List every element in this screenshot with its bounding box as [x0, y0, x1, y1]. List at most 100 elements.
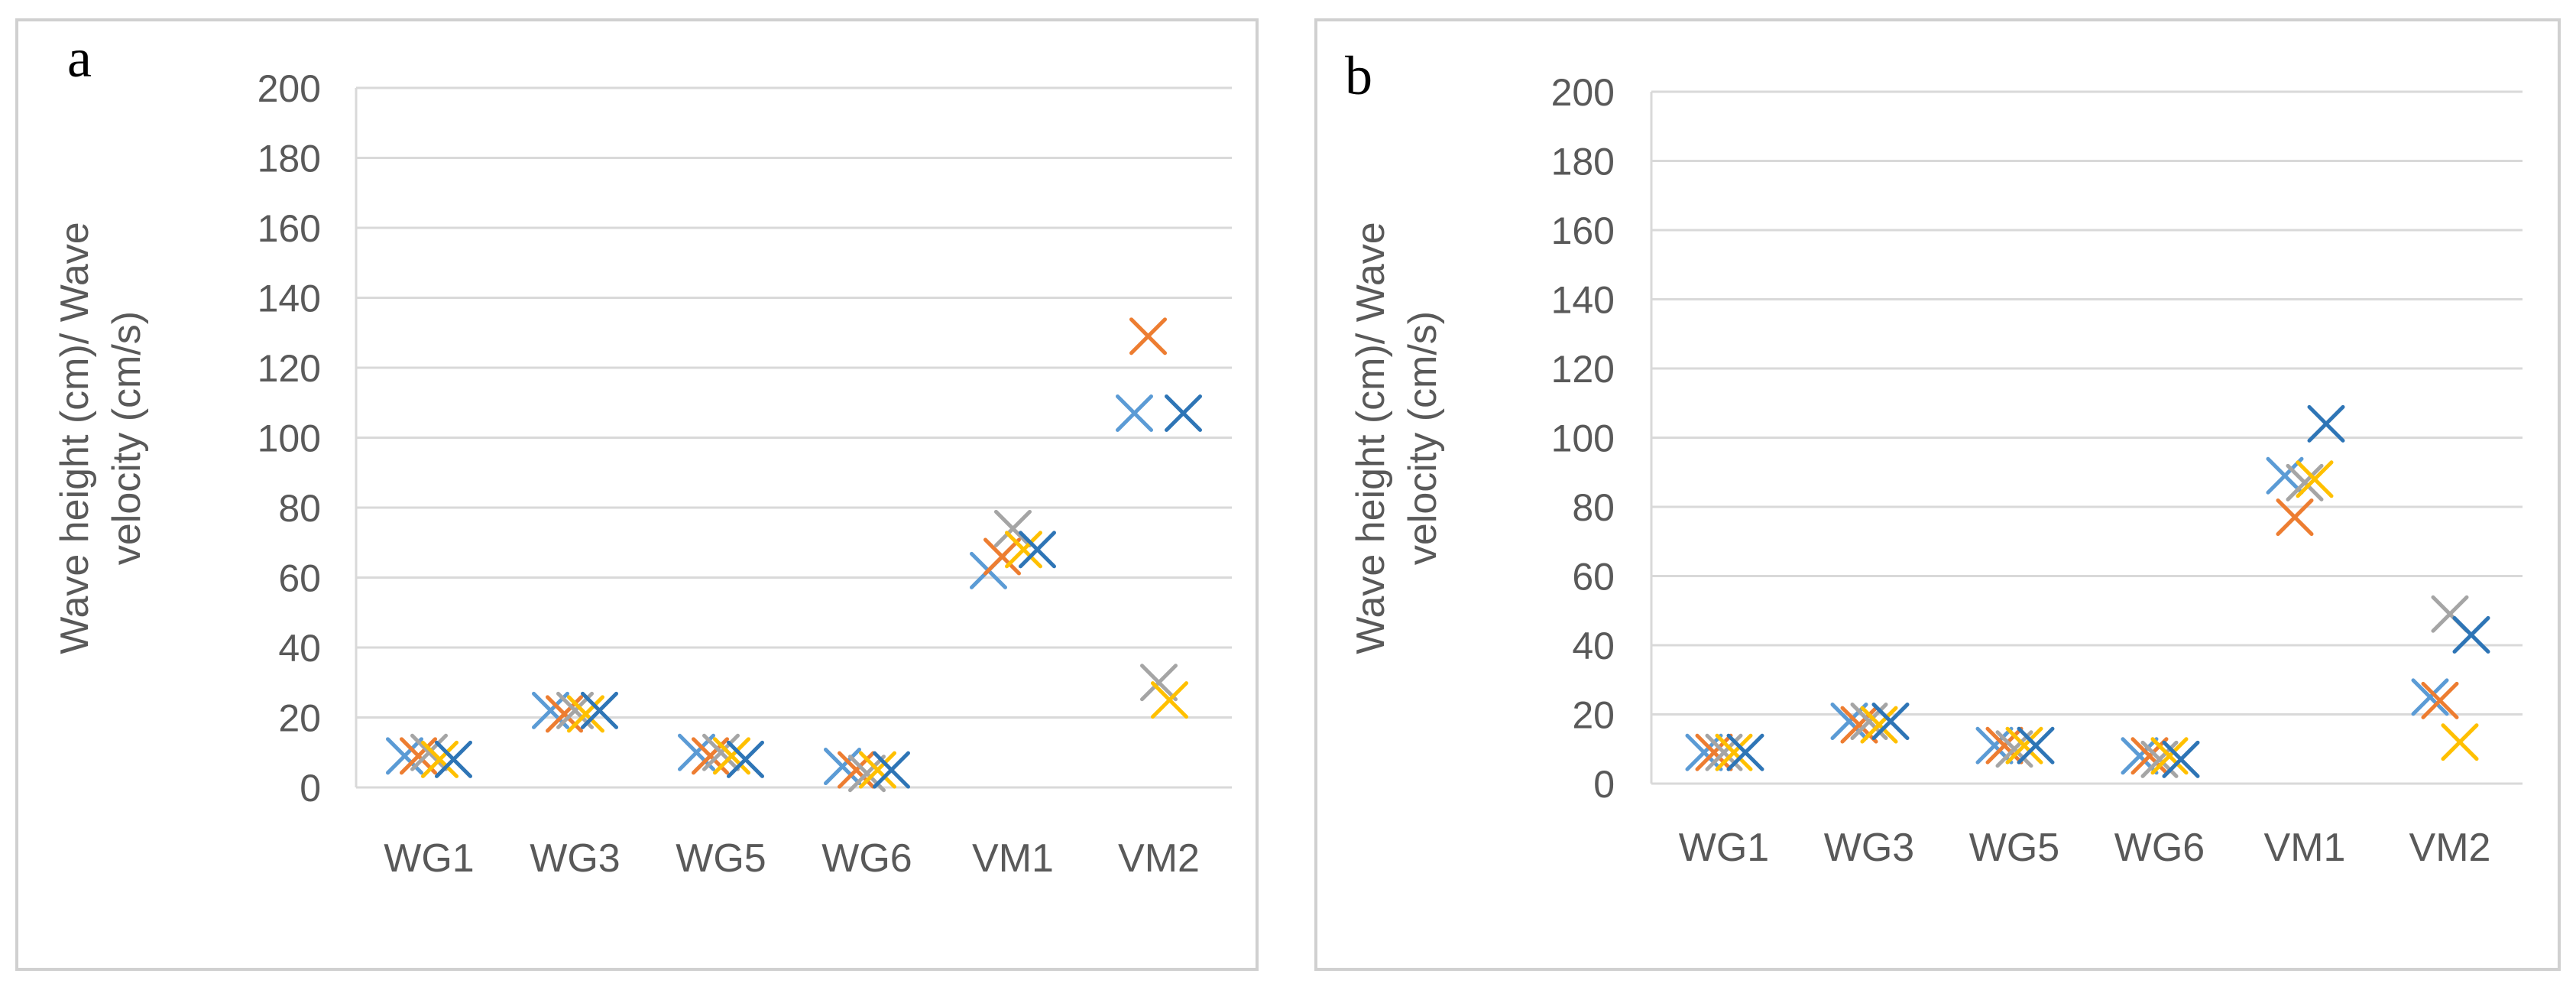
y-axis-label-line: Wave height (cm)/ Wave: [53, 222, 97, 654]
y-tick-label: 140: [1551, 279, 1615, 322]
data-point-marker: [2005, 726, 2043, 764]
marker-stroke: [2286, 463, 2324, 501]
y-axis-label-line: velocity (cm/s): [105, 311, 149, 565]
y-axis-label-line: velocity (cm/s): [1401, 311, 1445, 565]
y-tick-label: 180: [258, 138, 321, 180]
y-tick-label: 60: [1572, 556, 1615, 599]
marker-stroke: [2162, 740, 2200, 778]
data-point-marker: [2286, 463, 2324, 501]
marker-stroke: [1165, 394, 1202, 432]
marker-stroke: [2421, 681, 2459, 719]
y-tick-label: 20: [1572, 694, 1615, 737]
data-point-marker: [2441, 723, 2479, 761]
y-tick-label: 120: [1551, 348, 1615, 391]
marker-stroke: [1151, 681, 1188, 719]
y-tick-label: 0: [1593, 763, 1615, 806]
x-tick-label: VM2: [2409, 826, 2491, 870]
marker-stroke: [2441, 723, 2479, 761]
y-tick-label: 0: [300, 767, 321, 810]
marker-stroke: [2150, 737, 2189, 775]
data-point-marker: [435, 740, 472, 778]
marker-stroke: [727, 740, 764, 778]
data-point-marker: [2296, 460, 2334, 498]
x-tick-label: WG1: [384, 836, 474, 881]
data-point-marker: [1860, 706, 1898, 744]
data-point-marker: [2162, 740, 2200, 778]
data-point-marker: [702, 733, 740, 771]
marker-stroke: [1116, 394, 1153, 432]
x-tick-label: WG1: [1679, 826, 1769, 870]
marker-stroke: [400, 737, 437, 775]
y-tick-label: 40: [278, 627, 321, 670]
marker-stroke: [1726, 733, 1764, 771]
marker-stroke: [421, 740, 458, 778]
marker-stroke: [1860, 706, 1898, 744]
y-tick-label: 180: [1551, 141, 1615, 183]
data-point-marker: [983, 537, 1021, 576]
marker-stroke: [2017, 726, 2055, 764]
data-point-marker: [421, 740, 458, 778]
marker-stroke: [2276, 498, 2314, 537]
y-axis-label-line: Wave height (cm)/ Wave: [1349, 222, 1393, 654]
data-point-marker: [2150, 737, 2189, 775]
y-tick-label: 60: [278, 557, 321, 600]
data-point-marker: [1715, 733, 1753, 771]
data-point-marker: [1129, 317, 1167, 355]
data-point-marker: [2017, 726, 2055, 764]
data-point-marker: [1165, 394, 1202, 432]
x-tick-label: VM1: [972, 836, 1054, 881]
marker-stroke: [702, 733, 740, 771]
y-axis-label: Wave height (cm)/ Wave velocity (cm/s): [1349, 222, 1445, 654]
marker-stroke: [410, 733, 448, 771]
marker-stroke: [386, 737, 423, 775]
data-point-marker: [581, 691, 618, 729]
marker-stroke: [1871, 703, 1910, 741]
data-point-marker: [1140, 664, 1178, 702]
data-point-marker: [2421, 681, 2459, 719]
chart-frame: [1314, 18, 2561, 971]
marker-stroke: [994, 509, 1032, 547]
data-point-marker: [1116, 394, 1153, 432]
x-tick-label: WG3: [530, 836, 620, 881]
data-point-marker: [567, 695, 604, 733]
data-point-marker: [713, 737, 750, 775]
marker-stroke: [713, 737, 750, 775]
marker-stroke: [824, 748, 861, 786]
x-tick-label: WG3: [1824, 826, 1914, 870]
marker-stroke: [1975, 726, 2014, 764]
data-point-marker: [1871, 703, 1910, 741]
data-point-marker: [2266, 456, 2304, 495]
marker-stroke: [1019, 531, 1056, 569]
marker-stroke: [2266, 456, 2304, 495]
marker-stroke: [1129, 317, 1167, 355]
data-point-marker: [2411, 678, 2449, 716]
y-tick-label: 100: [258, 417, 321, 460]
panel-letter: a: [67, 28, 92, 89]
data-point-marker: [727, 740, 764, 778]
chart-panel-a: a 0 20 40 60 80 100 120 140 160 180 200 WG1 WG3 WG5 WG6…: [15, 18, 1259, 971]
x-tick-label: WG6: [821, 836, 912, 881]
data-point-marker: [873, 751, 910, 789]
marker-stroke: [1715, 733, 1753, 771]
marker-stroke: [2411, 678, 2449, 716]
data-point-marker: [2276, 498, 2314, 537]
data-point-marker: [2307, 404, 2345, 443]
data-point-marker: [2452, 615, 2490, 654]
x-tick-label: WG5: [676, 836, 766, 881]
y-tick-label: 140: [258, 278, 321, 320]
data-point-marker: [1019, 531, 1056, 569]
marker-stroke: [567, 695, 604, 733]
y-tick-label: 100: [1551, 417, 1615, 460]
data-point-marker: [859, 751, 896, 789]
marker-stroke: [435, 740, 472, 778]
marker-stroke: [859, 751, 896, 789]
data-point-marker: [410, 733, 448, 771]
marker-stroke: [2431, 595, 2469, 633]
chart-panel-b: b 0 20 40 60 80 100 120 140 160 180 200 WG1 WG3 WG5 WG6…: [1314, 18, 2561, 971]
marker-stroke: [1005, 531, 1042, 569]
marker-stroke: [873, 751, 910, 789]
y-tick-label: 200: [258, 67, 321, 110]
x-tick-label: WG6: [2114, 826, 2205, 870]
y-tick-label: 120: [258, 347, 321, 390]
